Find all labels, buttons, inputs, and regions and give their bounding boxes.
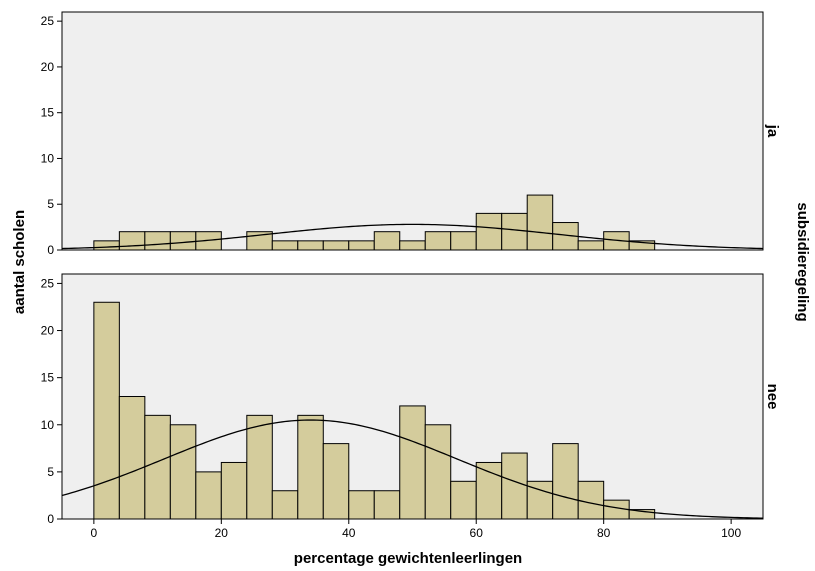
histogram-bar bbox=[628, 509, 656, 520]
histogram-bar bbox=[118, 231, 146, 251]
histogram-bar bbox=[348, 490, 375, 520]
y-tick-label: 25 bbox=[41, 14, 55, 28]
histogram-bar bbox=[526, 194, 554, 251]
panel-label-nee: nee bbox=[764, 384, 781, 410]
histogram-bar bbox=[577, 240, 605, 251]
histogram-bar bbox=[373, 231, 401, 251]
histogram-bar bbox=[399, 240, 426, 251]
x-tick-label: 100 bbox=[721, 526, 741, 540]
histogram-bar bbox=[424, 231, 452, 251]
panel-ja: 0 5 10 15 20 25 ja bbox=[41, 11, 781, 257]
histogram-bar bbox=[93, 240, 120, 251]
y-tick-label: 15 bbox=[41, 371, 55, 385]
histogram-bar bbox=[628, 240, 656, 251]
y-axis-title: aantal scholen bbox=[11, 210, 28, 314]
panel-label-ja: ja bbox=[764, 124, 781, 138]
x-axis: 0 20 40 60 80 100 bbox=[91, 519, 741, 540]
histogram-bar bbox=[220, 461, 248, 520]
y-tick-label: 0 bbox=[47, 512, 54, 526]
panel-nee: 0 5 10 15 20 25 nee bbox=[41, 273, 781, 526]
y-tick-label: 5 bbox=[47, 465, 54, 479]
y-tick-label: 25 bbox=[41, 276, 55, 290]
histogram-bar bbox=[552, 443, 579, 520]
y-tick-label: 0 bbox=[47, 243, 54, 257]
y-tick-label: 10 bbox=[41, 151, 55, 165]
histogram-bar bbox=[501, 212, 528, 251]
x-tick-label: 80 bbox=[597, 526, 611, 540]
histogram-bar bbox=[450, 231, 477, 251]
x-tick-label: 40 bbox=[342, 526, 356, 540]
histogram-bar bbox=[144, 231, 171, 251]
x-tick-label: 0 bbox=[91, 526, 98, 540]
histogram-bar bbox=[118, 396, 146, 520]
histogram-bar bbox=[424, 424, 452, 520]
x-axis-title: percentage gewichtenleerlingen bbox=[294, 550, 522, 567]
histogram-bar bbox=[271, 240, 299, 251]
y-tick-label: 20 bbox=[41, 60, 55, 74]
x-tick-label: 60 bbox=[470, 526, 484, 540]
histogram-bar bbox=[246, 414, 273, 520]
histogram-bar bbox=[271, 490, 299, 520]
panel-background bbox=[61, 11, 764, 251]
histogram-bar bbox=[297, 240, 324, 251]
histogram-bar bbox=[577, 480, 605, 520]
histogram-bar bbox=[399, 405, 426, 520]
histogram-bar bbox=[475, 461, 503, 520]
histogram-bar bbox=[501, 452, 528, 520]
histogram-bar bbox=[93, 301, 120, 520]
histogram-bar bbox=[169, 231, 197, 251]
histogram-bar bbox=[322, 240, 350, 251]
histogram-bar bbox=[348, 240, 375, 251]
histogram-bar bbox=[475, 212, 503, 251]
x-tick-label: 20 bbox=[215, 526, 229, 540]
histogram-bar bbox=[297, 414, 324, 520]
histogram-bar bbox=[169, 424, 197, 520]
y-tick-label: 5 bbox=[47, 197, 54, 211]
histogram-bar bbox=[322, 443, 350, 520]
normal-curve bbox=[61, 223, 764, 250]
y-tick-label: 20 bbox=[41, 324, 55, 338]
normal-curve bbox=[61, 419, 764, 519]
y-tick-label: 10 bbox=[41, 418, 55, 432]
panel-variable-title: subsidieregeling bbox=[794, 202, 811, 321]
histogram-bar bbox=[144, 414, 171, 520]
histogram-bar bbox=[450, 480, 477, 520]
y-tick-label: 15 bbox=[41, 106, 55, 120]
histogram-bar bbox=[195, 471, 222, 520]
histogram-bar bbox=[373, 490, 401, 520]
